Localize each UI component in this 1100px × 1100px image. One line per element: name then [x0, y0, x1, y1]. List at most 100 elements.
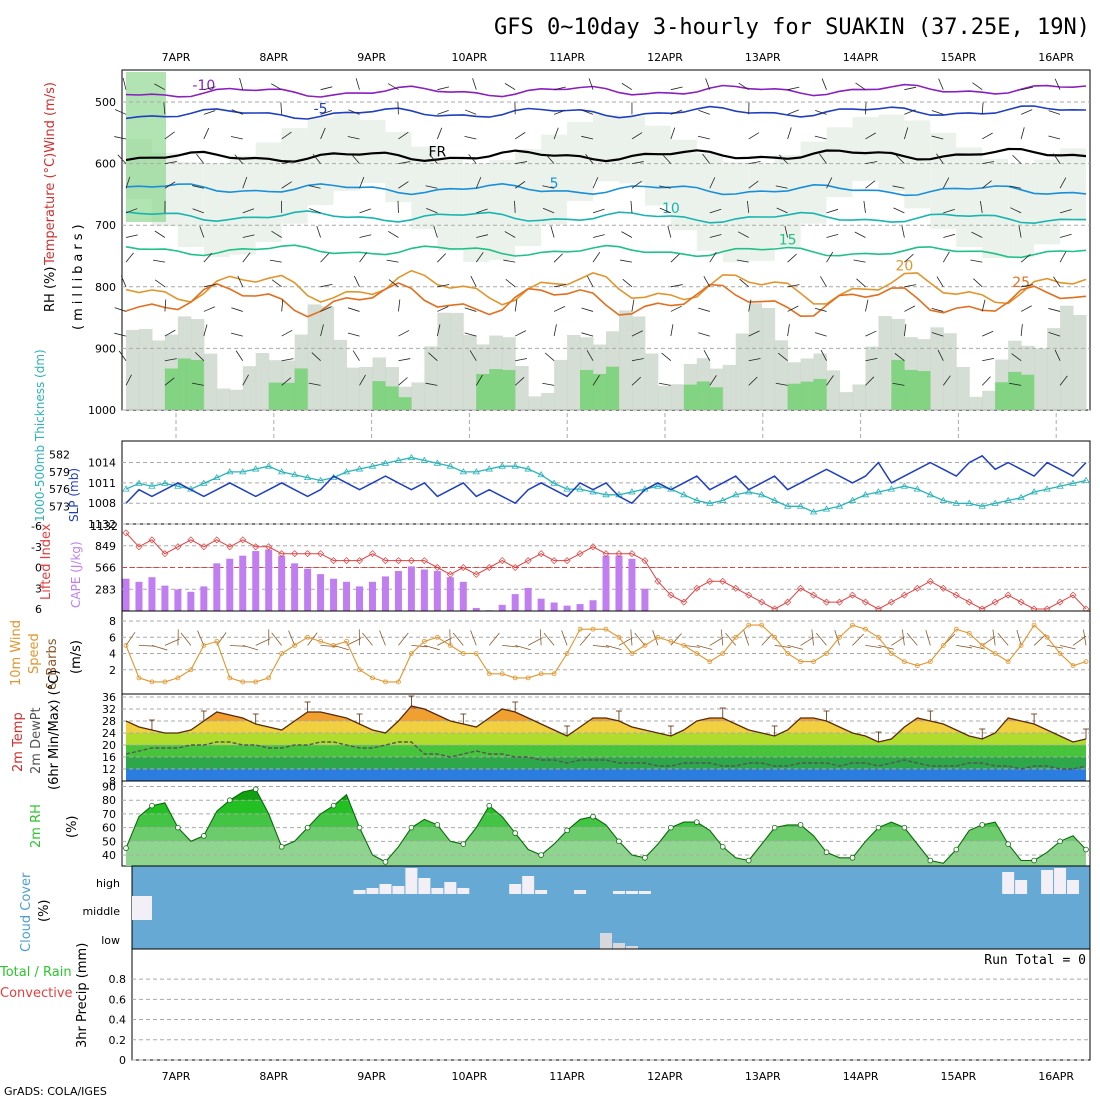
thickness-point [135, 479, 143, 486]
cape-bar [550, 602, 558, 611]
lifted-index-point [913, 584, 921, 592]
wind-barb [631, 161, 644, 164]
thickness-point [1030, 488, 1038, 495]
wind-speed-point [733, 634, 739, 640]
date-label-bottom: 10APR [451, 1070, 487, 1083]
rh-shade [229, 389, 244, 410]
thickness-tick: 582 [49, 449, 70, 462]
lifted-index-point [1004, 591, 1012, 599]
wind-barb [553, 127, 559, 140]
rh-point [979, 822, 986, 828]
rh-point [642, 854, 648, 861]
thickness-point [719, 496, 727, 503]
slp-tick: 1008 [88, 497, 116, 510]
thickness-point [913, 485, 922, 492]
wind-barb [1018, 225, 1022, 238]
wind-barb [271, 279, 282, 288]
cape-bar [265, 549, 273, 611]
thickness-point [511, 462, 519, 469]
rh-shade-moist [606, 366, 620, 410]
wind-barb [787, 86, 800, 91]
wind-barb [748, 299, 752, 312]
wind-barb [554, 284, 566, 288]
thickness-point [148, 482, 156, 489]
rh-tick: 60 [102, 822, 116, 835]
wind-barb [1053, 276, 1061, 288]
lifted-index-point [784, 598, 792, 606]
temp-tick: 32 [102, 703, 116, 716]
wind-barb [659, 207, 672, 214]
wind-barb [631, 180, 642, 189]
wind-barb [117, 154, 127, 164]
rh-label-b: (%) [65, 816, 80, 839]
cape-bar [200, 586, 208, 611]
rh-shade-upper [203, 162, 230, 258]
wind-barb [748, 161, 761, 164]
cape-bar [174, 589, 182, 611]
cape-bar [589, 600, 597, 611]
wind-barb [784, 225, 789, 238]
lifted-index-point [1069, 591, 1077, 599]
lifted-index-point [239, 536, 247, 544]
wind-barb [705, 78, 711, 90]
wind-barb [942, 375, 951, 386]
wind-barb [387, 230, 399, 238]
run-total: Run Total = 0 [984, 953, 1086, 968]
lifted-index-point [848, 591, 856, 599]
cloud-high-bar [1041, 870, 1054, 894]
thickness-point [770, 496, 779, 503]
thickness-point [277, 468, 286, 475]
lifted-index-point [900, 591, 908, 599]
rh-point [745, 857, 752, 864]
wind-barb [787, 305, 799, 312]
isotherm-label: FR [428, 145, 446, 161]
wind-barb [475, 176, 482, 189]
wind-barb [231, 109, 243, 115]
wind-speed-point [837, 634, 842, 640]
cloud-high-bar [1067, 880, 1080, 894]
wind-barb [203, 252, 213, 263]
rh-shade [216, 388, 231, 410]
rh-point [460, 841, 467, 847]
wind-barb [1010, 207, 1022, 214]
wind-barb [194, 352, 205, 362]
wind-barb-10m [470, 630, 477, 646]
thickness-point [303, 473, 312, 481]
wind-barb [504, 83, 516, 91]
wind-barb [235, 350, 244, 361]
lifted-index-point [810, 591, 818, 599]
rh-shade-moist [580, 369, 594, 410]
wind-barb [398, 181, 409, 189]
wind-barb [230, 136, 243, 140]
cape-bar [602, 555, 610, 611]
wind-barb [242, 234, 255, 238]
cape-bar [381, 576, 389, 611]
thickness-point [537, 470, 545, 478]
cape-bar [563, 605, 571, 611]
wind-barb [425, 382, 438, 386]
wind-barb [778, 352, 788, 362]
wind-barb [433, 225, 438, 238]
lifted-index-point [304, 550, 312, 558]
lifted-index-point [836, 598, 844, 606]
wind-barb [622, 278, 633, 288]
date-label-bottom: 13APR [745, 1070, 781, 1083]
wind-barb [592, 208, 605, 214]
wind-barb-10m [981, 636, 996, 646]
wind-barb [347, 307, 360, 312]
thickness-point [550, 479, 558, 486]
cape-bar [368, 581, 376, 611]
wind-barb [1021, 86, 1033, 91]
thickness-slp-panel: 582 579 576 573 1014 1011 1008 1132 [49, 440, 1091, 533]
lifted-index-point [861, 598, 869, 606]
cloud-label-a: Cloud Cover [19, 872, 34, 952]
thickness-point [939, 496, 948, 503]
lifted-index-point [459, 564, 467, 571]
wind-barb [698, 307, 710, 312]
wind-barb [748, 330, 760, 337]
lifted-index-point [628, 550, 636, 558]
rh-shade-upper [696, 153, 723, 251]
wind-barb [163, 102, 166, 115]
wind-barb [398, 358, 411, 362]
cape-bar [576, 604, 584, 611]
